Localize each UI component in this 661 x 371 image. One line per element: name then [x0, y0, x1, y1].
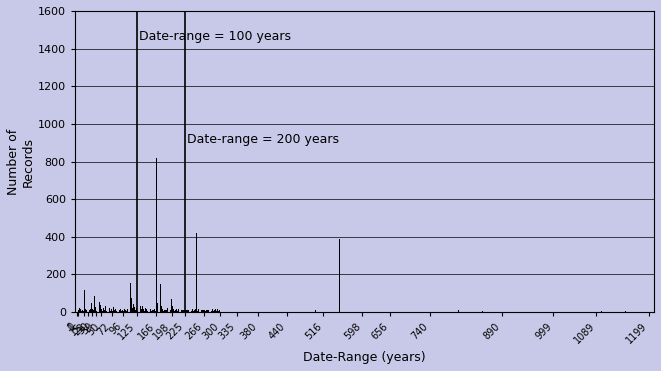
Text: Date-range = 200 years: Date-range = 200 years	[187, 133, 339, 146]
Y-axis label: Number of
Records: Number of Records	[7, 128, 35, 195]
Text: Date-range = 100 years: Date-range = 100 years	[139, 30, 292, 43]
X-axis label: Date-Range (years): Date-Range (years)	[303, 351, 426, 364]
